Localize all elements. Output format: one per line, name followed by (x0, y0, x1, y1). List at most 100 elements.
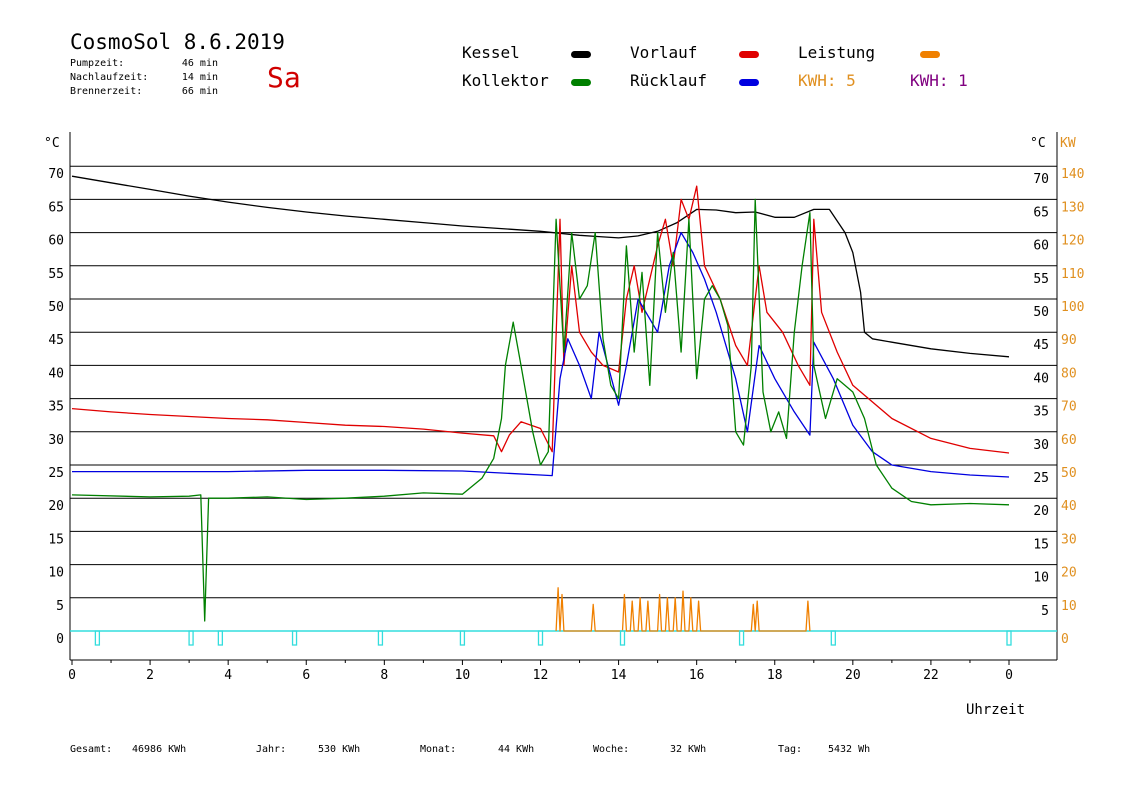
y-tick-kw: 100 (1061, 300, 1084, 315)
series-line-kessel (71, 175, 1010, 358)
x-tick-label: 18 (767, 668, 783, 683)
kwh-total-purple: KWH: 1 (910, 71, 968, 90)
pump-mark (188, 630, 194, 646)
weekday-label: Sa (267, 61, 301, 94)
info-pumpzeit-label: Pumpzeit: (70, 58, 125, 69)
legend-vorlauf-swatch (739, 51, 759, 58)
info-nachlaufzeit-value: 14 min (181, 72, 218, 83)
y-tick-left: 45 (48, 333, 64, 348)
y-tick-kw: 90 (1061, 333, 1077, 348)
y-tick-left: 20 (48, 499, 64, 514)
y-tick-left: 10 (48, 566, 64, 581)
y-tick-right: 40 (1033, 371, 1049, 386)
series-line-rcklauf (72, 231, 1010, 478)
y-tick-right: 35 (1033, 405, 1049, 420)
footer-gesamt-value: 46986 KWh (132, 744, 187, 755)
y-axis-left-unit: °C (44, 136, 60, 151)
pump-mark (830, 630, 836, 646)
legend-kollektor-label: Kollektor (462, 71, 549, 90)
y-tick-kw: 30 (1061, 532, 1077, 547)
y-tick-right: 25 (1033, 471, 1049, 486)
legend-kessel-label: Kessel (462, 43, 520, 62)
footer-monat-label: Monat: (420, 744, 457, 755)
y-tick-left: 15 (48, 532, 64, 547)
y-tick-kw: 50 (1061, 466, 1077, 481)
y-tick-left: 55 (48, 267, 64, 282)
footer-woche-value: 32 KWh (670, 744, 707, 755)
x-tick-label: 8 (380, 668, 388, 683)
x-tick-label: 20 (845, 668, 861, 683)
y-tick-right: 15 (1033, 537, 1049, 552)
y-tick-kw: 140 (1061, 167, 1084, 182)
y-tick-right: 5 (1041, 604, 1049, 619)
chart-tick-labels: °C °C KW0510152025303540455055606570510152… (44, 136, 1084, 683)
pump-mark (619, 630, 626, 646)
y-tick-left: 65 (48, 200, 64, 215)
y-tick-kw: 0 (1061, 632, 1069, 647)
x-tick-label: 0 (1005, 668, 1013, 683)
footer-tag-label: Tag: (778, 744, 803, 755)
info-nachlaufzeit-label: Nachlaufzeit: (70, 72, 149, 83)
y-tick-kw: 40 (1061, 499, 1077, 514)
footer-monat-value: 44 KWh (498, 744, 535, 755)
x-axis-label: Uhrzeit (966, 702, 1026, 718)
y-tick-left: 5 (56, 599, 64, 614)
footer-woche-label: Woche: (593, 744, 630, 755)
y-tick-kw: 80 (1061, 366, 1077, 381)
x-tick-label: 6 (302, 668, 310, 683)
pump-mark (738, 630, 745, 646)
info-brennerzeit-value: 66 min (181, 86, 218, 97)
x-tick-label: 0 (68, 668, 76, 683)
series-line-leistung (555, 587, 811, 632)
y-tick-right: 30 (1033, 438, 1049, 453)
legend-kollektor-swatch (571, 79, 591, 86)
chart-series (71, 175, 1010, 632)
footer-gesamt-label: Gesamt: (70, 744, 113, 755)
pump-mark (291, 630, 298, 646)
series-line-kollektor (71, 198, 1010, 622)
series-line-vorlauf (71, 185, 1010, 454)
legend-leistung-swatch (920, 51, 940, 58)
x-tick-label: 4 (224, 668, 232, 683)
y-tick-kw: 130 (1061, 200, 1084, 215)
y-tick-kw: 110 (1061, 267, 1084, 282)
pump-mark (377, 630, 384, 646)
pump-mark (1006, 630, 1012, 646)
pump-mark (217, 630, 224, 646)
x-tick-label: 2 (146, 668, 154, 683)
x-tick-label: 10 (455, 668, 471, 683)
pump-mark (537, 630, 544, 646)
y-tick-left: 50 (48, 300, 64, 315)
y-tick-left: 60 (48, 234, 64, 249)
footer-jahr-label: Jahr: (256, 744, 287, 755)
y-tick-kw: 60 (1061, 433, 1077, 448)
y-tick-left: 70 (48, 167, 64, 182)
chart-axes (69, 132, 1058, 661)
legend-kessel-swatch (571, 51, 591, 58)
x-tick-label: 14 (611, 668, 627, 683)
y-tick-right: 55 (1033, 272, 1049, 287)
y-tick-left: 25 (48, 466, 64, 481)
pump-marks (94, 630, 1012, 646)
y-axis-kw-unit: KW (1060, 136, 1076, 151)
y-tick-kw: 10 (1061, 599, 1077, 614)
x-tick-label: 22 (923, 668, 939, 683)
legend-leistung-label: Leistung (798, 43, 876, 62)
y-tick-left: 0 (56, 632, 64, 647)
y-tick-right: 45 (1033, 338, 1049, 353)
legend-ruecklauf-label: Rücklauf (630, 71, 708, 90)
kwh-total-orange: KWH: 5 (798, 71, 856, 90)
y-tick-right: 60 (1033, 239, 1049, 254)
y-tick-right: 10 (1033, 571, 1049, 586)
pump-mark (459, 630, 466, 646)
footer-jahr-value: 530 KWh (318, 744, 361, 755)
y-tick-kw: 70 (1061, 400, 1077, 415)
y-tick-right: 65 (1033, 205, 1049, 220)
y-tick-left: 35 (48, 400, 64, 415)
y-tick-right: 50 (1033, 305, 1049, 320)
chart-grid (70, 165, 1057, 599)
info-pumpzeit-value: 46 min (181, 58, 218, 69)
legend-vorlauf-label: Vorlauf (630, 43, 698, 62)
y-tick-left: 30 (48, 433, 64, 448)
